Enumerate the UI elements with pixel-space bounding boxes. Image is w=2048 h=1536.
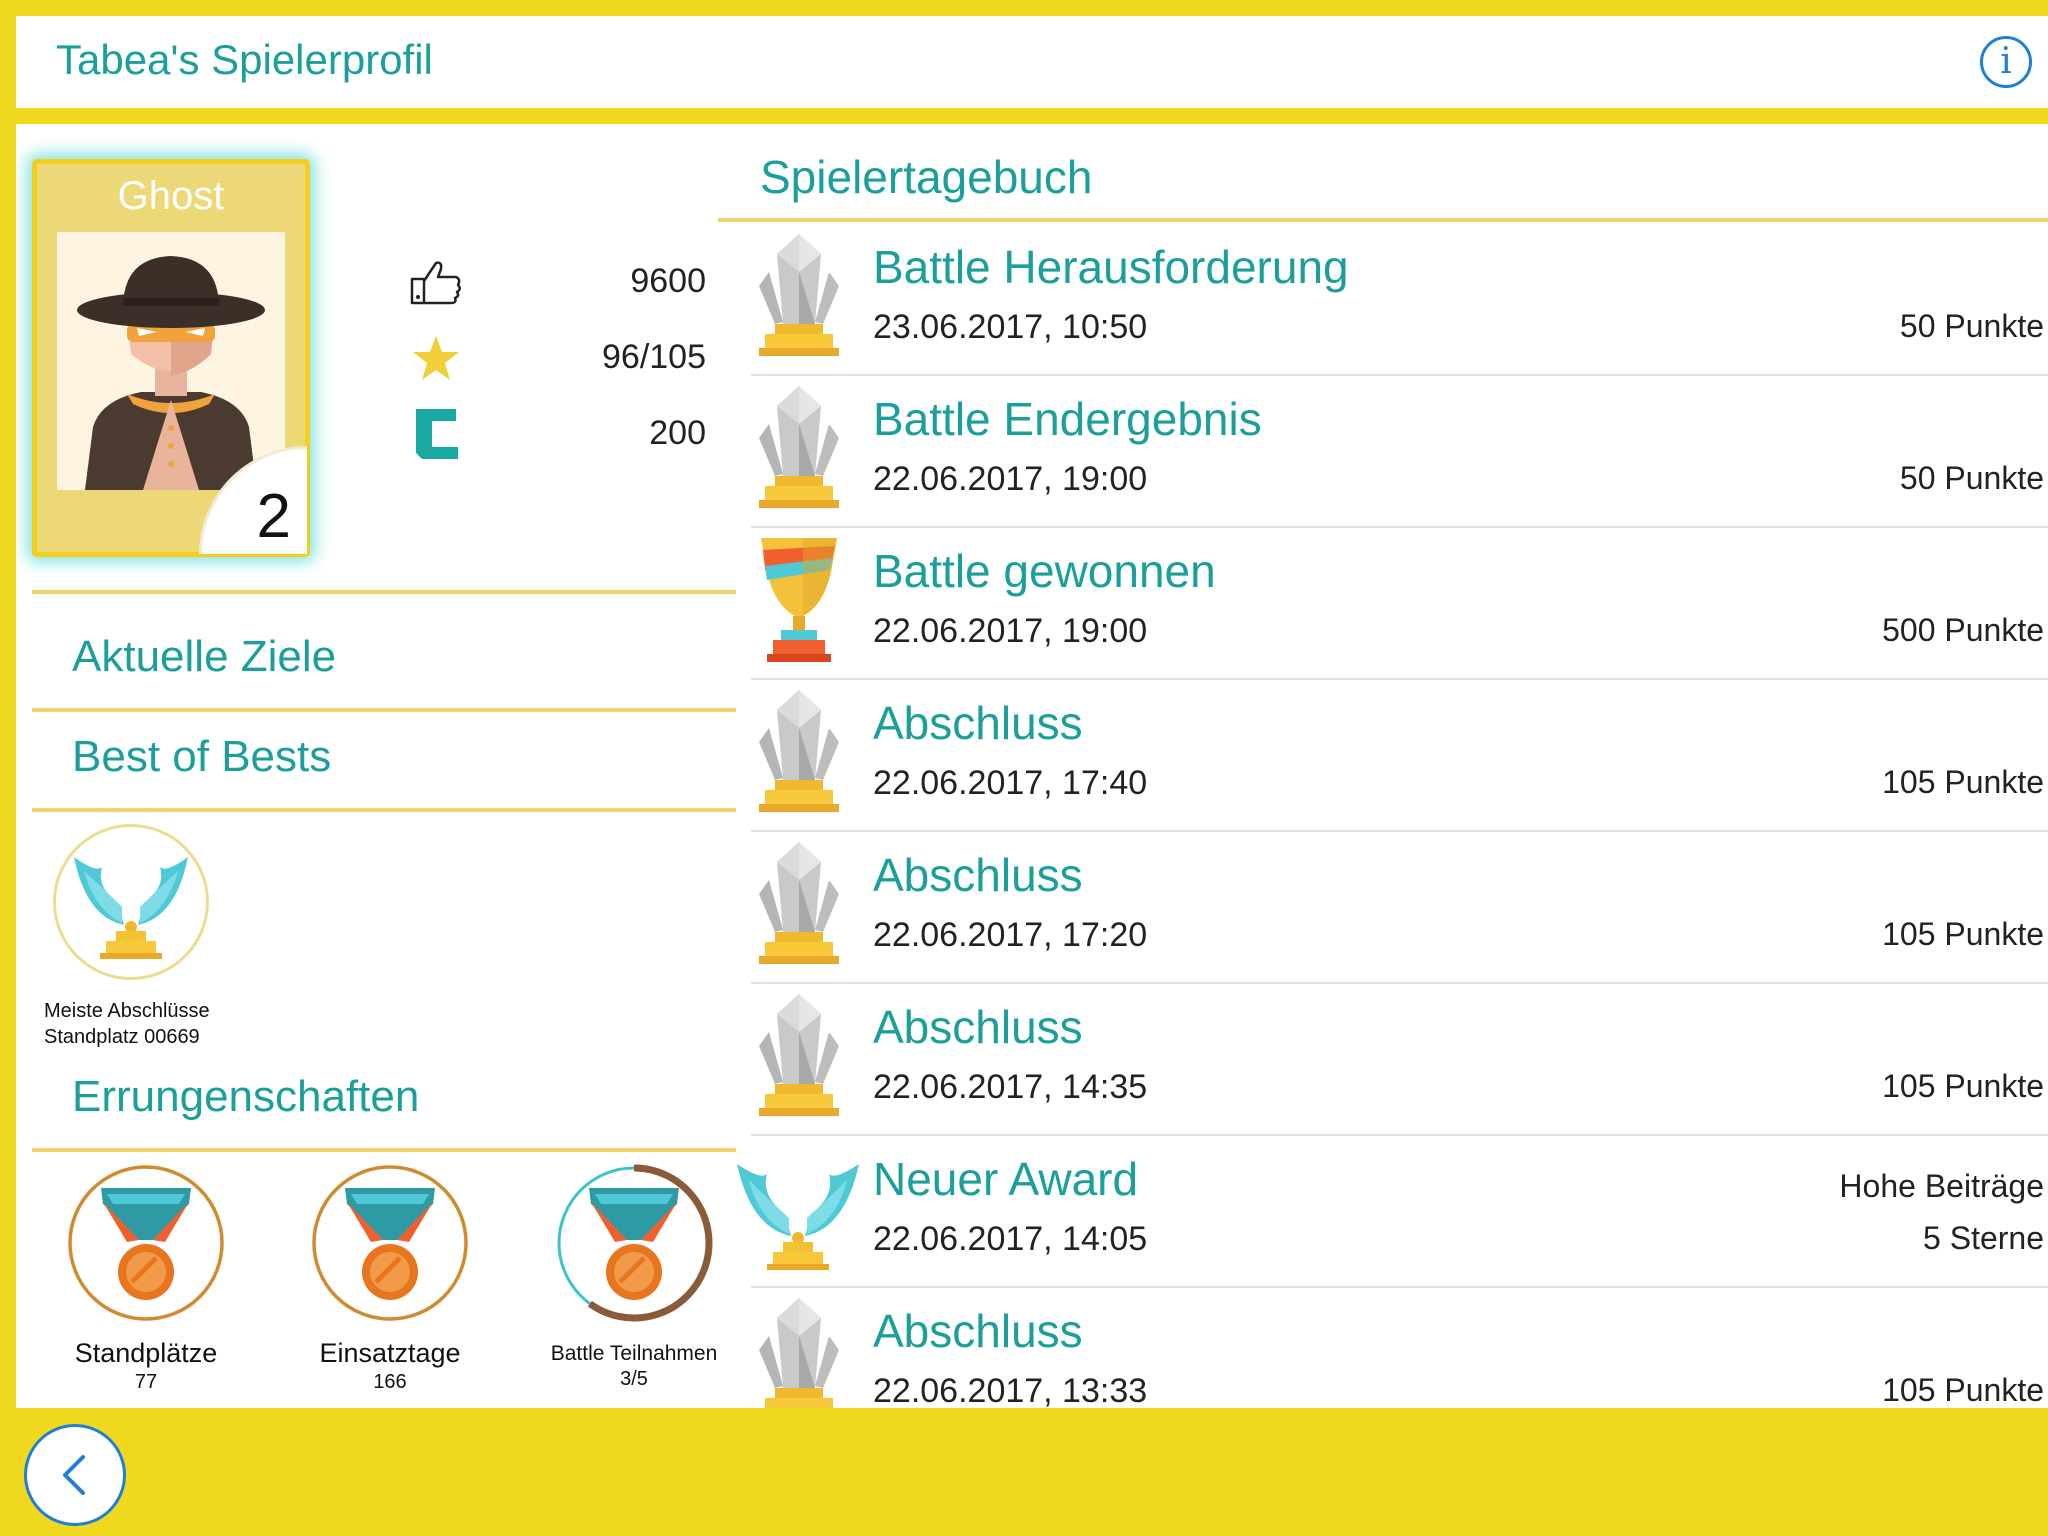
stat-likes: 9600 — [406, 252, 706, 312]
achievement-value: 3/5 — [620, 1368, 648, 1390]
player-card[interactable]: Ghost 2 — [32, 159, 310, 557]
divider — [32, 1148, 736, 1152]
stat-coins: 200 — [406, 404, 706, 464]
entry-date: 22.06.2017, 17:40 — [873, 764, 1148, 802]
page-title: Tabea's Spielerprofil — [56, 36, 433, 83]
chevron-left-icon — [63, 1455, 85, 1495]
silver-crystal-trophy-icon — [751, 840, 847, 972]
divider — [32, 590, 736, 594]
silver-crystal-trophy-icon — [751, 992, 847, 1124]
achievement-battle-teilnahmen[interactable]: Battle Teilnahmen 3/5 — [534, 1164, 734, 1391]
entry-points: 50 Punkte — [1899, 308, 2044, 344]
divider — [32, 808, 736, 812]
entry-title: Battle gewonnen — [873, 545, 1216, 597]
achievement-ring — [555, 1164, 713, 1322]
current-goals-heading[interactable]: Aktuelle Ziele — [72, 632, 337, 681]
diary-entry[interactable]: Abschluss 22.06.2017, 13:33 105 Punkte — [751, 1288, 2048, 1408]
entry-points: 105 Punkte — [1882, 764, 2044, 800]
diary-heading: Spielertagebuch — [760, 151, 1093, 203]
achievements-heading[interactable]: Errungenschaften — [72, 1072, 420, 1121]
diary-entry[interactable]: Neuer Award 22.06.2017, 14:05 Hohe Beiträg… — [737, 1136, 2048, 1288]
entry-points: 105 Punkte — [1882, 1372, 2044, 1408]
entry-title: Abschluss — [873, 849, 1083, 901]
wings-trophy-icon — [735, 1144, 861, 1276]
achievement-title: Battle Teilnahmen — [550, 1342, 718, 1365]
best-of-bests-badge[interactable] — [53, 824, 209, 980]
main-panel: Ghost 2 9600 — [16, 124, 2048, 1408]
entry-points: 105 Punkte — [1882, 916, 2044, 952]
silver-crystal-trophy-icon — [751, 688, 847, 820]
caption-line: Standplatz 00669 — [44, 1026, 200, 1048]
stat-stars: 96/105 — [406, 328, 706, 388]
entry-date: 22.06.2017, 17:20 — [873, 916, 1148, 954]
achievement-title: Standplätze — [74, 1338, 218, 1368]
progress-arc — [587, 1164, 713, 1322]
divider — [32, 708, 736, 712]
avatar — [57, 232, 285, 490]
diary-entry[interactable]: Abschluss 22.06.2017, 17:20 105 Punkte — [751, 832, 2048, 984]
entry-date: 22.06.2017, 14:05 — [873, 1220, 1148, 1258]
entry-title: Abschluss — [873, 697, 1083, 749]
entry-points: 50 Punkte — [1899, 460, 2044, 496]
diary-entry[interactable]: Abschluss 22.06.2017, 14:35 105 Punkte — [751, 984, 2048, 1136]
entry-award-name: Hohe Beiträge — [1839, 1168, 2044, 1204]
entry-date: 22.06.2017, 19:00 — [873, 612, 1148, 650]
diary-entry[interactable]: Battle Endergebnis 22.06.2017, 19:00 50 Pu… — [751, 376, 2048, 528]
entry-date: 22.06.2017, 13:33 — [873, 1372, 1148, 1408]
silver-crystal-trophy-icon — [751, 232, 847, 364]
info-icon[interactable]: i — [1980, 36, 2032, 88]
silver-crystal-trophy-icon — [751, 1296, 847, 1408]
achievement-einsatztage[interactable]: Einsatztage 166 — [290, 1164, 490, 1394]
silver-crystal-trophy-icon — [751, 384, 847, 516]
caption-line: Meiste Abschlüsse — [44, 1000, 210, 1022]
star-icon — [406, 328, 466, 388]
achievement-ring — [67, 1164, 225, 1322]
entry-title: Battle Endergebnis — [873, 393, 1262, 445]
stat-value: 96/105 — [602, 338, 706, 376]
entry-title: Abschluss — [873, 1001, 1083, 1053]
entry-date: 22.06.2017, 19:00 — [873, 460, 1148, 498]
diary-entry[interactable]: Abschluss 22.06.2017, 17:40 105 Punkte — [751, 680, 2048, 832]
entry-points: 5 Sterne — [1923, 1220, 2044, 1256]
stat-value: 200 — [649, 414, 706, 452]
card-name: Ghost — [117, 174, 225, 218]
ghost-avatar-icon — [77, 256, 265, 490]
achievement-standplaetze[interactable]: Standplätze 77 — [46, 1164, 246, 1394]
stat-value: 9600 — [630, 262, 706, 300]
achievement-title: Einsatztage — [319, 1338, 461, 1368]
entry-date: 22.06.2017, 14:35 — [873, 1068, 1148, 1106]
best-of-bests-caption: Meiste Abschlüsse Standplatz 00669 — [44, 998, 210, 1050]
achievement-value: 77 — [134, 1371, 158, 1393]
entry-title: Battle Herausforderung — [873, 241, 1349, 293]
divider — [718, 218, 2048, 222]
achievement-value: 166 — [373, 1371, 407, 1393]
medal-icon — [312, 1165, 468, 1321]
diary-entry[interactable]: Battle Herausforderung 23.06.2017, 10:50 5… — [751, 224, 2048, 376]
achievement-ring — [311, 1164, 469, 1322]
medal-icon — [68, 1165, 224, 1321]
rank-number: 2 — [256, 482, 291, 551]
thumbs-up-icon — [406, 252, 466, 312]
gold-cup-trophy-icon — [751, 536, 847, 668]
entry-date: 23.06.2017, 10:50 — [873, 308, 1148, 346]
top-bar: Tabea's Spielerprofil i — [16, 16, 2048, 108]
best-of-bests-heading[interactable]: Best of Bests — [72, 732, 332, 781]
entry-title: Abschluss — [873, 1305, 1083, 1357]
entry-points: 500 Punkte — [1882, 612, 2044, 648]
coin-c-icon — [406, 404, 466, 464]
medal-icon — [557, 1164, 713, 1322]
entry-title: Neuer Award — [873, 1153, 1139, 1205]
wings-trophy-icon — [74, 857, 188, 959]
entry-points: 105 Punkte — [1882, 1068, 2044, 1104]
back-button[interactable] — [24, 1424, 126, 1526]
diary-entry[interactable]: Battle gewonnen 22.06.2017, 19:00 500 Punk… — [751, 528, 2048, 680]
